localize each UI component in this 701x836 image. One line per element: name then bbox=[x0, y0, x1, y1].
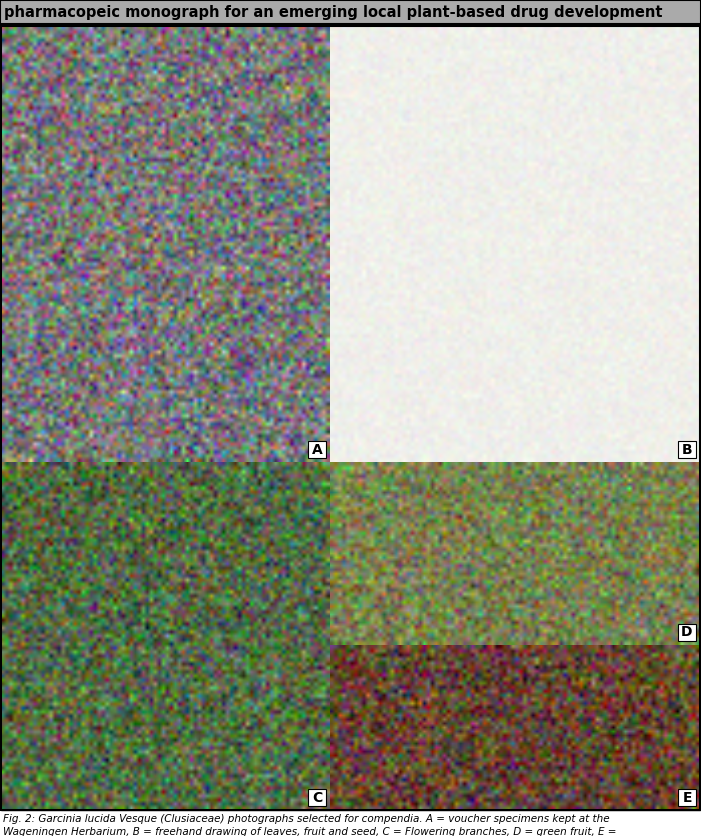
Text: Fig. 2: Garcinia lucida Vesque (Clusiaceae) photographs selected for compendia. : Fig. 2: Garcinia lucida Vesque (Clusiace… bbox=[3, 814, 616, 836]
Bar bbox=[330, 645, 700, 810]
Bar bbox=[678, 441, 696, 458]
Bar bbox=[330, 462, 700, 645]
Text: pharmacopeic monograph for an emerging local plant-based drug development: pharmacopeic monograph for an emerging l… bbox=[4, 4, 662, 19]
Text: E: E bbox=[682, 791, 692, 804]
Bar bbox=[308, 789, 326, 806]
Bar bbox=[0, 0, 701, 24]
Bar bbox=[678, 624, 696, 641]
Bar bbox=[1, 26, 330, 462]
Text: D: D bbox=[681, 625, 693, 640]
Bar bbox=[678, 789, 696, 806]
Bar bbox=[308, 441, 326, 458]
Bar bbox=[330, 26, 700, 462]
Text: C: C bbox=[312, 791, 322, 804]
Text: B: B bbox=[681, 442, 693, 456]
Text: A: A bbox=[312, 442, 322, 456]
Bar bbox=[1, 462, 330, 810]
